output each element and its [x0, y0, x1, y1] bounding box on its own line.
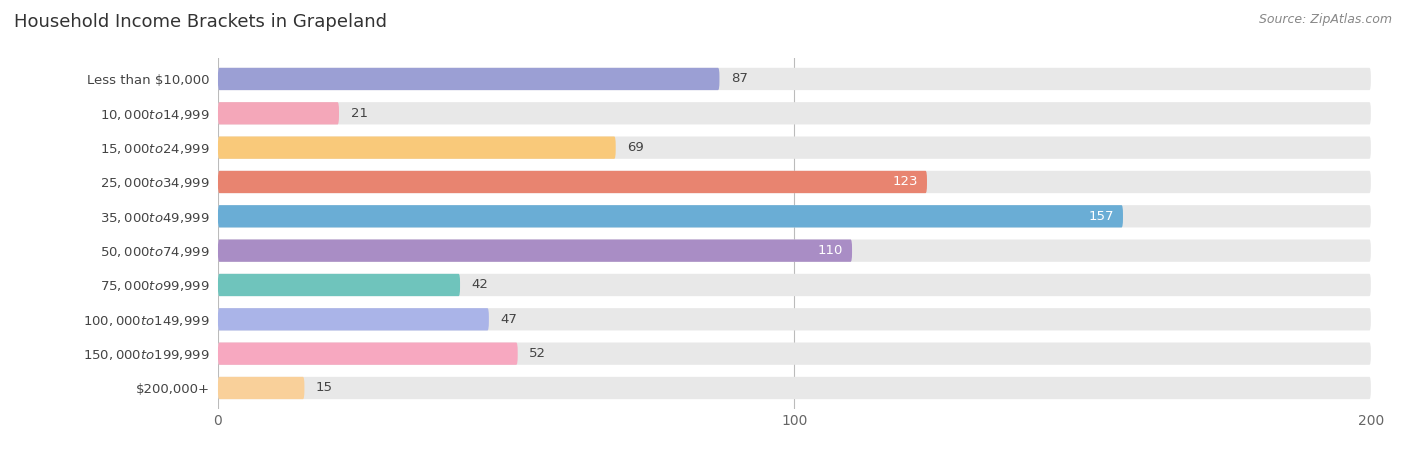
FancyBboxPatch shape	[218, 308, 489, 330]
Text: Source: ZipAtlas.com: Source: ZipAtlas.com	[1258, 13, 1392, 26]
Text: 47: 47	[501, 313, 517, 326]
Text: 15: 15	[316, 382, 333, 395]
Text: 157: 157	[1088, 210, 1115, 223]
FancyBboxPatch shape	[218, 239, 852, 262]
Text: 52: 52	[529, 347, 546, 360]
FancyBboxPatch shape	[218, 343, 517, 365]
FancyBboxPatch shape	[218, 205, 1123, 228]
FancyBboxPatch shape	[218, 171, 1371, 193]
FancyBboxPatch shape	[218, 343, 1371, 365]
FancyBboxPatch shape	[218, 308, 1371, 330]
FancyBboxPatch shape	[218, 205, 1371, 228]
FancyBboxPatch shape	[218, 136, 616, 159]
FancyBboxPatch shape	[218, 68, 1371, 90]
FancyBboxPatch shape	[218, 68, 720, 90]
Text: 69: 69	[627, 141, 644, 154]
FancyBboxPatch shape	[218, 171, 927, 193]
Text: 87: 87	[731, 72, 748, 85]
FancyBboxPatch shape	[218, 274, 460, 296]
Text: 21: 21	[350, 107, 367, 120]
Text: 110: 110	[818, 244, 844, 257]
Text: 42: 42	[471, 278, 488, 291]
FancyBboxPatch shape	[218, 136, 1371, 159]
FancyBboxPatch shape	[218, 274, 1371, 296]
FancyBboxPatch shape	[218, 377, 1371, 399]
FancyBboxPatch shape	[218, 102, 339, 124]
FancyBboxPatch shape	[218, 102, 1371, 124]
Text: 123: 123	[893, 176, 918, 189]
FancyBboxPatch shape	[218, 377, 304, 399]
FancyBboxPatch shape	[218, 239, 1371, 262]
Text: Household Income Brackets in Grapeland: Household Income Brackets in Grapeland	[14, 13, 387, 31]
